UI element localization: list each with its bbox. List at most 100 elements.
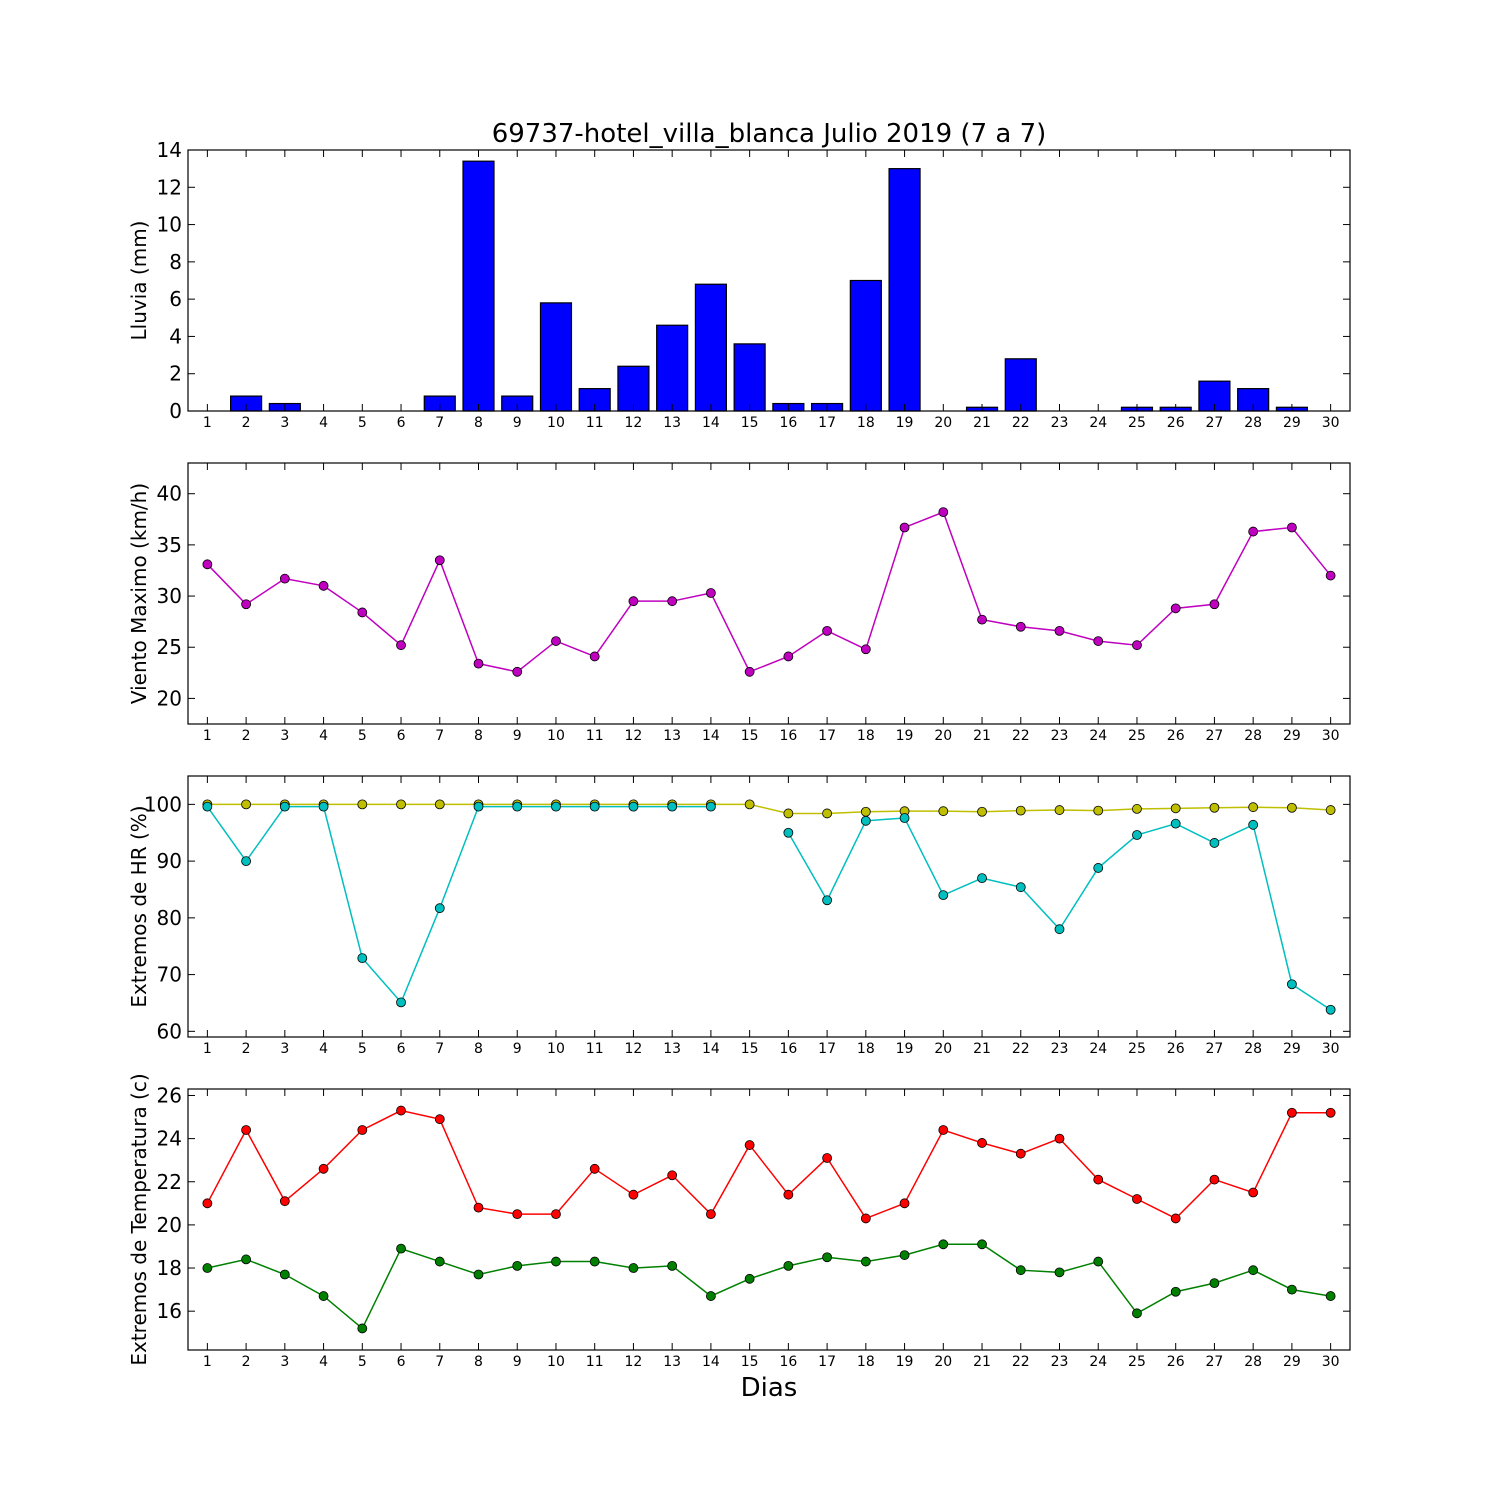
x-tick-label: 13 — [663, 415, 681, 431]
point-s2-day-11 — [589, 801, 600, 812]
point-s1-day-17 — [822, 625, 832, 636]
x-tick-label: 21 — [973, 1041, 991, 1057]
x-tick-label: 10 — [547, 1354, 565, 1370]
x-tick-label: 10 — [547, 728, 565, 744]
point-s2-day-8 — [473, 801, 484, 812]
bar-day-8 — [462, 160, 495, 412]
x-tick-label: 8 — [474, 1354, 483, 1370]
x-tick-label: 23 — [1051, 415, 1069, 431]
point-s2-day-14 — [706, 801, 716, 812]
point-s2-day-7 — [434, 903, 445, 914]
plot-frame — [187, 149, 1351, 412]
point-s1-day-9 — [512, 1209, 523, 1220]
x-tick-label: 17 — [818, 1041, 836, 1057]
x-tick-label: 26 — [1167, 728, 1185, 744]
x-tick-label: 6 — [397, 415, 406, 431]
series-line-2 — [787, 817, 1332, 1011]
y-tick-label: 25 — [157, 635, 182, 659]
point-s2-day-30 — [1325, 1004, 1336, 1015]
series-line-1 — [207, 803, 1331, 815]
x-tick-label: 24 — [1089, 415, 1107, 431]
point-s2-day-3 — [279, 801, 290, 812]
bar-day-14 — [694, 283, 727, 412]
x-tick-label: 3 — [280, 1354, 289, 1370]
point-s2-day-27 — [1209, 1278, 1220, 1289]
y-tick-label: 6 — [169, 287, 182, 311]
x-tick-label: 25 — [1128, 728, 1146, 744]
point-s1-day-12 — [628, 596, 639, 607]
point-s2-day-13 — [667, 801, 678, 812]
point-s2-day-17 — [822, 1252, 832, 1263]
x-tick-label: 7 — [435, 1354, 444, 1370]
x-tick-label: 21 — [973, 415, 991, 431]
x-tick-label: 6 — [397, 1354, 406, 1370]
point-s1-day-11 — [589, 1163, 600, 1174]
point-s2-day-16 — [783, 1260, 794, 1271]
point-s1-day-14 — [706, 1209, 716, 1220]
point-s2-day-12 — [628, 1263, 639, 1273]
point-s1-day-7 — [434, 799, 445, 810]
x-tick-label: 28 — [1244, 1354, 1262, 1370]
x-tick-label: 6 — [397, 1041, 406, 1057]
x-tick-label: 2 — [242, 728, 251, 744]
x-tick-label: 26 — [1167, 1354, 1185, 1370]
point-s1-day-13 — [667, 1170, 678, 1181]
x-tick-label: 20 — [934, 728, 952, 744]
point-s2-day-20 — [938, 1239, 949, 1250]
point-s2-day-6 — [396, 997, 406, 1008]
point-s2-day-17 — [822, 895, 832, 906]
point-s2-day-7 — [434, 1256, 445, 1267]
x-tick-label: 1 — [203, 728, 212, 744]
point-s1-day-30 — [1325, 1107, 1336, 1118]
point-s2-day-19 — [899, 813, 910, 823]
x-tick-label: 24 — [1089, 1041, 1107, 1057]
x-tick-label: 30 — [1322, 728, 1340, 744]
point-s2-day-24 — [1093, 863, 1104, 873]
x-tick-label: 26 — [1167, 1041, 1185, 1057]
x-tick-label: 27 — [1206, 1354, 1224, 1370]
x-tick-label: 10 — [547, 1041, 565, 1057]
x-tick-label: 19 — [896, 415, 914, 431]
x-tick-label: 1 — [203, 1354, 212, 1370]
point-s1-day-19 — [899, 1198, 910, 1209]
point-s1-day-22 — [1015, 805, 1026, 816]
x-tick-label: 19 — [896, 1354, 914, 1370]
bar-day-18 — [849, 279, 882, 412]
x-tick-label: 4 — [319, 415, 328, 431]
x-tick-label: 20 — [934, 1041, 952, 1057]
point-s2-day-30 — [1325, 1291, 1336, 1301]
point-s1-day-2 — [241, 1125, 252, 1135]
point-s2-day-29 — [1287, 1284, 1297, 1295]
x-tick-label: 15 — [741, 728, 759, 744]
y-axis-label: Lluvia (mm) — [127, 221, 151, 341]
x-tick-label: 18 — [857, 728, 875, 744]
y-tick-label: 0 — [169, 399, 182, 423]
x-tick-label: 4 — [319, 1041, 328, 1057]
point-s1-day-21 — [977, 1138, 987, 1148]
x-tick-label: 15 — [741, 1041, 759, 1057]
x-tick-label: 1 — [203, 1041, 212, 1057]
point-s2-day-16 — [783, 827, 794, 838]
x-tick-label: 13 — [663, 728, 681, 744]
x-tick-label: 28 — [1244, 728, 1262, 744]
x-tick-label: 6 — [397, 728, 406, 744]
point-s1-day-10 — [551, 1209, 561, 1220]
point-s1-day-8 — [473, 658, 484, 669]
point-s1-day-3 — [279, 1196, 290, 1207]
y-tick-label: 70 — [157, 963, 182, 987]
x-axis-label: Dias — [741, 1373, 798, 1403]
chart-title: 69737-hotel_villa_blanca Julio 2019 (7 a… — [492, 119, 1047, 149]
point-s2-day-8 — [473, 1269, 484, 1280]
y-tick-label: 8 — [169, 250, 182, 274]
x-tick-label: 28 — [1244, 415, 1262, 431]
x-tick-label: 20 — [934, 415, 952, 431]
point-s1-day-30 — [1325, 805, 1336, 815]
y-tick-label: 100 — [144, 792, 182, 816]
x-tick-label: 11 — [586, 415, 604, 431]
point-s2-day-25 — [1132, 1308, 1142, 1319]
x-tick-label: 30 — [1322, 415, 1340, 431]
point-s1-day-5 — [357, 1125, 368, 1135]
